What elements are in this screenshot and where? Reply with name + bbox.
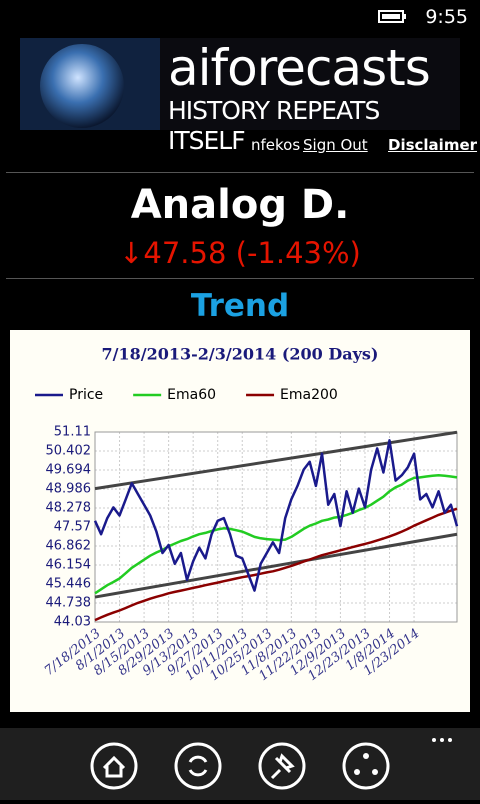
home-icon bbox=[102, 755, 126, 778]
price-change: ↓47.58 (-1.43%) bbox=[119, 236, 361, 270]
more-button[interactable] bbox=[432, 738, 452, 742]
trend-line bbox=[94, 532, 458, 599]
share-button[interactable] bbox=[342, 742, 390, 790]
legend-label: Ema200 bbox=[280, 387, 338, 403]
globe bbox=[20, 38, 160, 130]
legend-label: Price bbox=[69, 387, 103, 403]
app-bar-icons bbox=[90, 738, 452, 790]
home-button[interactable] bbox=[90, 742, 138, 790]
y-tick-label: 46.862 bbox=[46, 539, 92, 554]
brand: aiforecasts bbox=[168, 39, 431, 97]
separator bbox=[6, 278, 474, 279]
trend-line bbox=[94, 430, 458, 491]
status-time: 9:55 bbox=[425, 6, 468, 28]
chart: 7/18/2013-2/3/2014 (200 Days) 44.03 44.73… bbox=[10, 330, 470, 712]
y-tick-label: 48.986 bbox=[46, 482, 92, 497]
sign-out-link[interactable]: Sign Out bbox=[303, 136, 368, 154]
banner: aiforecasts HISTORY REPEATS ITSELF bbox=[20, 38, 460, 155]
section-title: Trend bbox=[190, 288, 290, 324]
series-line bbox=[93, 439, 459, 592]
y-tick-label: 47.57 bbox=[54, 520, 91, 535]
y-tick-label: 51.11 bbox=[54, 425, 91, 440]
stock-name: Analog D. bbox=[130, 182, 350, 228]
y-tick-label: 44.03 bbox=[54, 615, 91, 630]
plot-border bbox=[94, 431, 458, 623]
app-bar bbox=[0, 728, 480, 800]
user-name: nfekos bbox=[251, 136, 301, 154]
y-tick-label: 46.154 bbox=[46, 558, 92, 573]
series-line bbox=[94, 473, 458, 595]
disclaimer-link[interactable]: Disclaimer bbox=[388, 136, 478, 154]
refresh-button[interactable] bbox=[174, 742, 222, 790]
separator bbox=[6, 172, 474, 173]
chart-title: 7/18/2013-2/3/2014 (200 Days) bbox=[102, 345, 379, 364]
y-tick-label: 49.694 bbox=[46, 463, 92, 478]
legend-label: Ema60 bbox=[167, 387, 216, 403]
pin-button[interactable] bbox=[258, 742, 306, 790]
y-tick-label: 44.738 bbox=[46, 596, 92, 611]
y-tick-label: 48.278 bbox=[46, 501, 92, 516]
tagline: HISTORY REPEATS ITSELF bbox=[168, 96, 380, 155]
pin-icon bbox=[270, 753, 295, 780]
battery-icon bbox=[378, 10, 406, 23]
y-tick-label: 50.402 bbox=[46, 444, 92, 459]
series-line bbox=[94, 507, 458, 622]
share-icon bbox=[354, 753, 378, 775]
y-tick-label: 45.446 bbox=[46, 577, 92, 592]
refresh-icon bbox=[188, 755, 208, 777]
